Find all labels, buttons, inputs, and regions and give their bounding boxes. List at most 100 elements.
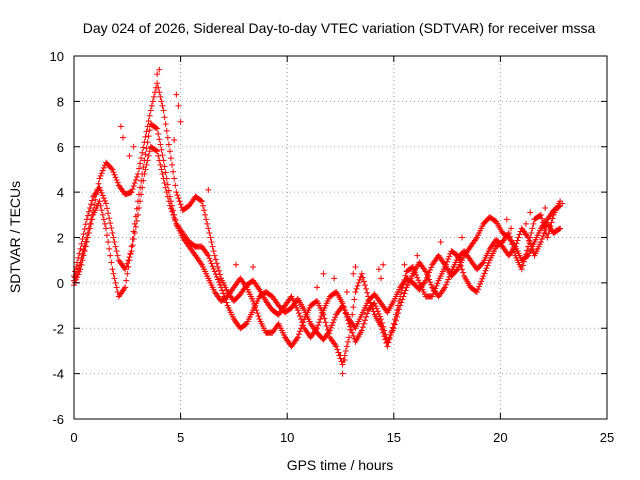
data-point	[112, 174, 119, 181]
data-point	[401, 276, 408, 283]
data-point	[149, 98, 156, 105]
data-point	[94, 186, 101, 193]
data-point	[81, 226, 88, 233]
data-point	[328, 322, 335, 329]
data-point-outlier	[350, 270, 357, 277]
data-point	[156, 136, 163, 143]
data-point	[162, 169, 169, 176]
data-point-outlier	[337, 352, 344, 359]
data-point	[402, 272, 409, 279]
data-point	[343, 313, 350, 320]
data-point	[540, 219, 547, 226]
data-point	[446, 253, 453, 260]
chart-title: Day 024 of 2026, Sidereal Day-to-day VTE…	[83, 20, 596, 36]
data-point	[143, 128, 150, 135]
data-point	[211, 268, 218, 275]
data-point	[79, 257, 86, 264]
data-point	[526, 239, 533, 246]
data-point	[111, 171, 118, 178]
data-point	[509, 241, 516, 248]
data-point	[145, 133, 152, 140]
data-point	[215, 267, 222, 274]
data-point	[126, 257, 133, 264]
data-point	[128, 189, 135, 196]
data-point-outlier	[233, 261, 240, 268]
data-point	[83, 239, 90, 246]
data-point	[537, 211, 544, 218]
data-point	[136, 165, 143, 172]
data-point	[145, 152, 152, 159]
data-point	[366, 296, 373, 303]
data-point	[129, 242, 136, 249]
data-point	[251, 301, 258, 308]
data-point	[145, 118, 152, 125]
data-point	[158, 146, 165, 153]
data-point	[172, 182, 179, 189]
data-point	[142, 133, 149, 140]
data-point	[202, 211, 209, 218]
y-tick-label: -4	[52, 367, 64, 382]
data-point-outlier	[154, 71, 161, 78]
data-point	[80, 252, 87, 259]
data-point	[349, 311, 356, 318]
data-point	[97, 202, 104, 209]
data-point	[162, 121, 169, 128]
data-point	[352, 288, 359, 295]
data-point	[399, 296, 406, 303]
data-point	[176, 198, 183, 205]
data-point	[205, 252, 212, 259]
data-point	[81, 242, 88, 249]
data-point	[547, 223, 554, 230]
data-point	[132, 223, 139, 230]
data-point	[378, 316, 385, 323]
data-point	[340, 303, 347, 310]
data-point	[80, 231, 87, 238]
data-point	[169, 161, 176, 168]
data-point	[370, 308, 377, 315]
data-point	[358, 270, 365, 277]
data-point	[88, 201, 95, 208]
data-point	[124, 270, 131, 277]
data-point	[344, 317, 351, 324]
data-point	[78, 261, 85, 268]
data-point	[113, 177, 120, 184]
data-point	[106, 215, 113, 222]
data-point	[198, 198, 205, 205]
data-point	[146, 148, 153, 155]
data-point	[112, 279, 119, 286]
data-point	[541, 223, 548, 230]
data-point	[131, 180, 138, 187]
data-point	[100, 164, 107, 171]
data-point	[295, 331, 302, 338]
data-point	[154, 125, 161, 132]
data-point	[128, 243, 135, 250]
data-point	[423, 271, 430, 278]
data-point	[350, 304, 357, 311]
data-point	[109, 266, 116, 273]
data-point	[456, 259, 463, 266]
data-point	[325, 330, 332, 337]
data-point	[347, 326, 354, 333]
data-point	[320, 311, 327, 318]
data-point	[381, 333, 388, 340]
data-point	[508, 237, 515, 244]
data-point-outlier	[437, 239, 444, 246]
axis-ticks: 0 5 10 15 20 25 -6 -4 -2 0 2 4 6 8 10	[50, 49, 615, 445]
data-point-outlier	[205, 186, 212, 193]
data-point	[208, 239, 215, 246]
data-point	[213, 273, 220, 280]
data-point	[108, 225, 115, 232]
data-point	[174, 192, 181, 199]
data-point	[391, 316, 398, 323]
data-point	[557, 225, 564, 232]
data-point-outlier	[126, 152, 133, 159]
data-point	[210, 265, 217, 272]
data-point	[409, 263, 416, 270]
data-point	[415, 277, 422, 284]
data-point	[97, 172, 104, 179]
data-point	[506, 233, 513, 240]
data-point	[363, 313, 370, 320]
data-point	[516, 231, 523, 238]
data-point	[143, 145, 150, 152]
